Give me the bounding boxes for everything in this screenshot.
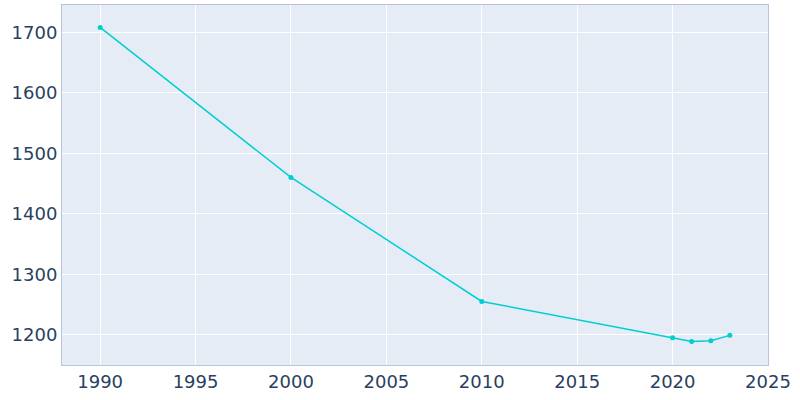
svg-text:1990: 1990 bbox=[77, 371, 123, 392]
svg-text:2015: 2015 bbox=[554, 371, 600, 392]
svg-text:1300: 1300 bbox=[12, 264, 58, 285]
svg-text:2020: 2020 bbox=[650, 371, 696, 392]
svg-text:2025: 2025 bbox=[745, 371, 791, 392]
svg-text:1400: 1400 bbox=[12, 203, 58, 224]
svg-text:2010: 2010 bbox=[459, 371, 505, 392]
svg-text:1700: 1700 bbox=[12, 22, 58, 43]
svg-text:1200: 1200 bbox=[12, 324, 58, 345]
svg-text:1500: 1500 bbox=[12, 143, 58, 164]
svg-text:1995: 1995 bbox=[173, 371, 219, 392]
svg-text:2005: 2005 bbox=[363, 371, 409, 392]
svg-text:2000: 2000 bbox=[268, 371, 314, 392]
svg-text:1600: 1600 bbox=[12, 82, 58, 103]
